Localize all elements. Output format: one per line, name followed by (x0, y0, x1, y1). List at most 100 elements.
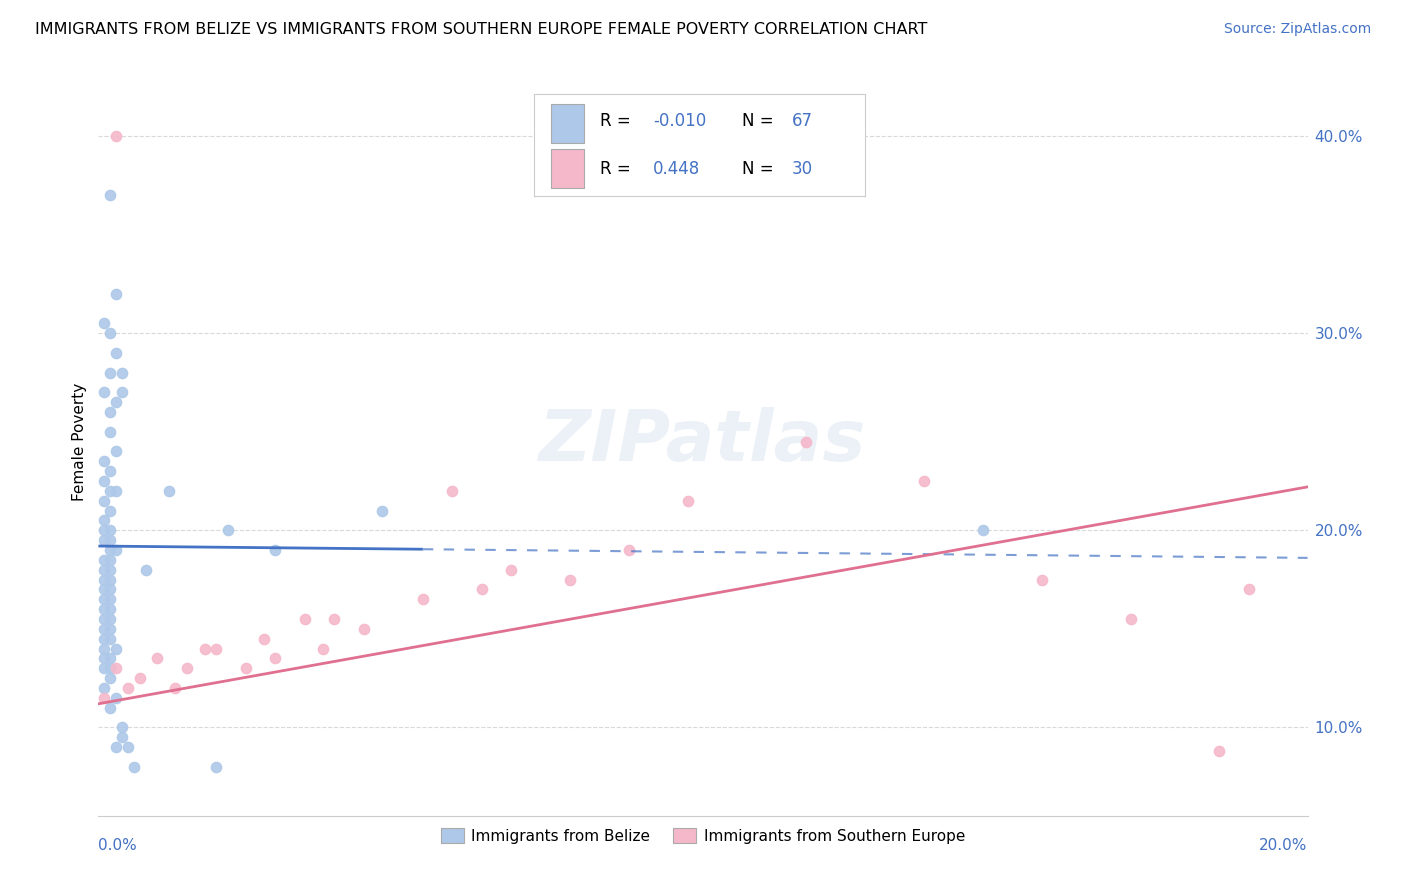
Point (117, 681, 139, 695)
Point (441, 483, 464, 498)
FancyBboxPatch shape (551, 104, 583, 143)
Point (93, 592, 115, 607)
Point (98, 503, 121, 517)
FancyBboxPatch shape (551, 149, 583, 188)
Point (252, 632, 274, 646)
Point (105, 444, 128, 458)
Point (353, 622, 375, 636)
Point (105, 286, 128, 301)
Point (105, 483, 128, 498)
Point (122, 760, 145, 774)
Point (98, 671, 121, 685)
Point (194, 641, 217, 656)
Text: 0.448: 0.448 (654, 160, 700, 178)
Point (471, 582, 494, 597)
Point (560, 573, 582, 587)
Point (264, 651, 287, 665)
Point (98, 622, 121, 636)
Legend: Immigrants from Belize, Immigrants from Southern Europe: Immigrants from Belize, Immigrants from … (434, 822, 972, 850)
Text: 20.0%: 20.0% (1260, 838, 1308, 853)
Point (93, 454, 115, 468)
Point (93, 582, 115, 597)
Point (93, 385, 115, 400)
Point (98, 573, 121, 587)
Point (98, 651, 121, 665)
Text: ZIPatlas: ZIPatlas (540, 407, 866, 476)
Point (1119, 612, 1142, 626)
Point (93, 641, 115, 656)
Point (217, 523, 239, 537)
Point (98, 425, 121, 439)
Point (93, 602, 115, 616)
Point (98, 464, 121, 478)
Point (98, 533, 121, 548)
Y-axis label: Female Poverty: Female Poverty (72, 383, 87, 500)
Point (98, 326, 121, 340)
Point (98, 592, 121, 607)
Point (98, 661, 121, 675)
Point (157, 483, 180, 498)
Point (128, 671, 150, 685)
Point (93, 563, 115, 577)
Point (98, 582, 121, 597)
Point (111, 385, 134, 400)
Point (93, 513, 115, 527)
Text: N =: N = (742, 160, 775, 178)
Point (93, 681, 115, 695)
Point (98, 366, 121, 380)
Point (501, 563, 523, 577)
Point (678, 493, 700, 508)
Point (294, 612, 316, 626)
Text: R =: R = (600, 160, 631, 178)
Point (98, 553, 121, 567)
Point (98, 632, 121, 646)
Point (93, 622, 115, 636)
Point (93, 493, 115, 508)
Point (98, 188, 121, 202)
Point (93, 573, 115, 587)
Point (1031, 573, 1053, 587)
Point (98, 612, 121, 626)
Point (93, 523, 115, 537)
Point (111, 366, 134, 380)
Point (98, 563, 121, 577)
Point (98, 700, 121, 714)
Point (111, 731, 134, 745)
Point (1237, 582, 1260, 597)
Text: -0.010: -0.010 (654, 112, 706, 130)
Point (98, 523, 121, 537)
Point (165, 681, 187, 695)
Point (235, 661, 257, 675)
Text: 67: 67 (792, 112, 813, 130)
Point (98, 543, 121, 558)
Point (205, 760, 228, 774)
Point (105, 395, 128, 409)
Point (111, 721, 134, 735)
Point (146, 651, 169, 665)
Point (105, 543, 128, 558)
Point (105, 690, 128, 705)
Point (135, 563, 157, 577)
Point (93, 553, 115, 567)
Point (93, 661, 115, 675)
Point (93, 533, 115, 548)
Point (619, 543, 641, 558)
Point (794, 434, 817, 449)
Point (93, 651, 115, 665)
Point (93, 612, 115, 626)
Text: IMMIGRANTS FROM BELIZE VS IMMIGRANTS FROM SOUTHERN EUROPE FEMALE POVERTY CORRELA: IMMIGRANTS FROM BELIZE VS IMMIGRANTS FRO… (35, 22, 928, 37)
Point (912, 474, 935, 488)
Point (412, 592, 434, 607)
Point (93, 474, 115, 488)
Point (98, 483, 121, 498)
Point (98, 405, 121, 419)
Point (98, 602, 121, 616)
Text: Source: ZipAtlas.com: Source: ZipAtlas.com (1223, 22, 1371, 37)
Point (264, 543, 287, 558)
Point (93, 690, 115, 705)
Point (311, 641, 333, 656)
Text: N =: N = (742, 112, 775, 130)
Point (105, 128, 128, 143)
Point (93, 316, 115, 330)
Text: 30: 30 (792, 160, 813, 178)
